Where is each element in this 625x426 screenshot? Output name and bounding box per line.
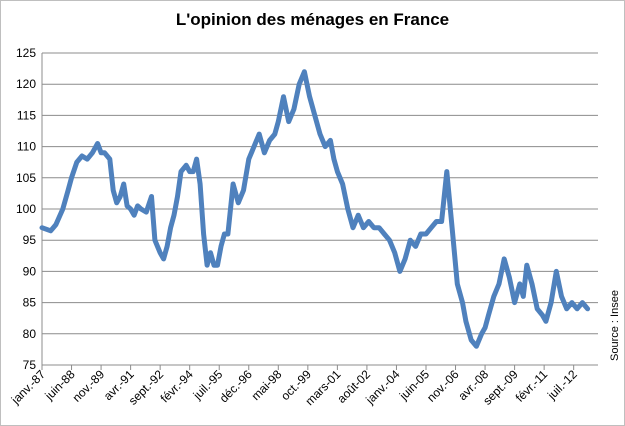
y-tick-label: 125 (16, 46, 36, 60)
y-tick-label: 75 (23, 358, 37, 372)
y-tick-label: 120 (16, 77, 36, 91)
y-axis-ticks: 75 80 85 90 95 100 105 110 115 120 125 (16, 46, 36, 372)
x-tick-label: janv.-87 (8, 367, 48, 407)
x-tick-label: déc.-96 (217, 367, 255, 405)
x-tick-label: nov.-06 (424, 367, 462, 405)
y-tick-label: 80 (23, 327, 37, 341)
axes (41, 53, 598, 366)
x-tick-label: nov.-89 (70, 367, 108, 405)
x-tick-label: mai-98 (249, 367, 285, 403)
y-tick-label: 100 (16, 202, 36, 216)
x-tick-label: févr.-94 (158, 367, 196, 405)
y-tick-label: 110 (17, 140, 36, 154)
source-label: Source : Insee (609, 290, 621, 361)
x-axis-ticks: janv.-87juin-88nov.-89avr.-91sept.-92fév… (8, 365, 580, 408)
x-tick-label: févr.-11 (513, 367, 551, 405)
y-tick-label: 95 (23, 233, 37, 247)
y-tick-label: 90 (23, 264, 37, 278)
y-tick-label: 105 (16, 171, 36, 185)
x-tick-label: juil.-12 (544, 367, 580, 403)
y-tick-label: 115 (17, 108, 36, 122)
chart-title: L'opinion des ménages en France (175, 10, 450, 29)
series-line (39, 69, 591, 349)
y-tick-label: 85 (23, 296, 37, 310)
